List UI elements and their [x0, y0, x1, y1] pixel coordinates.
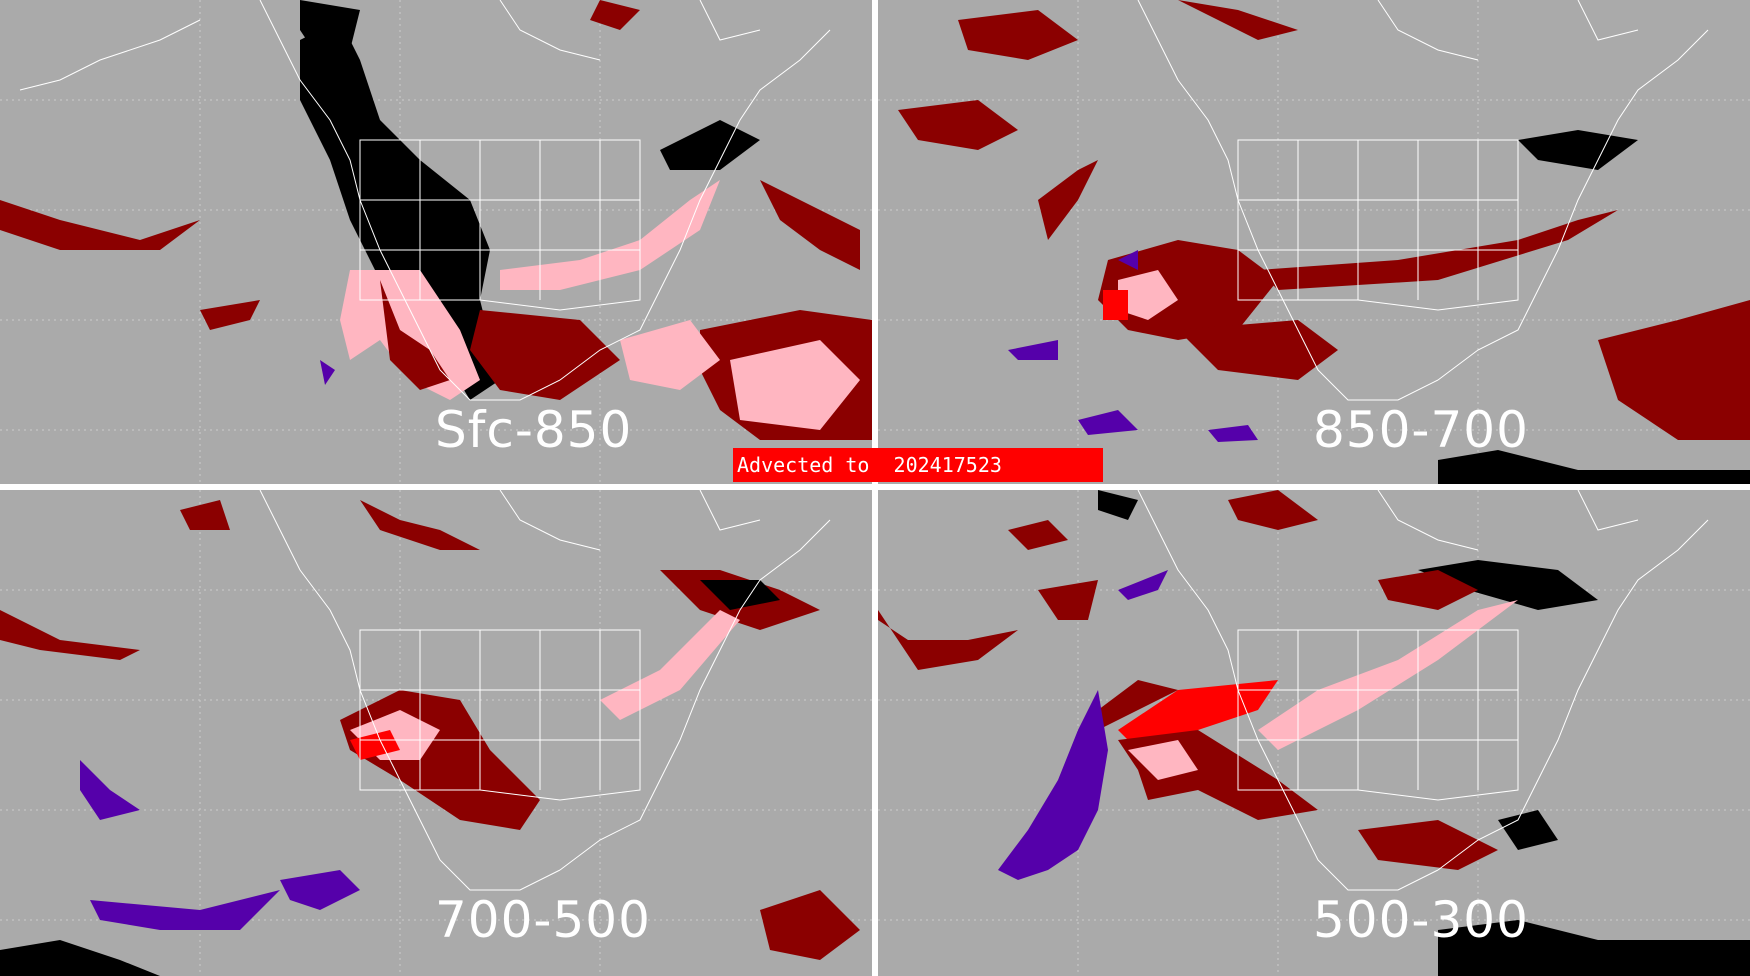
panel-850-700: 850-700 — [878, 0, 1750, 484]
panel-label-sfc-850: Sfc-850 — [435, 401, 633, 459]
map-700-500 — [0, 490, 872, 976]
graticule — [878, 490, 1750, 976]
panel-label-500-300: 500-300 — [1313, 891, 1529, 949]
cloud-clusters — [898, 0, 1750, 484]
panel-700-500: 700-500 — [0, 490, 872, 976]
map-500-300 — [878, 490, 1750, 976]
panel-label-700-500: 700-500 — [435, 891, 651, 949]
coastlines — [1137, 0, 1709, 401]
coastlines — [19, 0, 831, 401]
cloud-clusters — [0, 500, 860, 976]
cloud-clusters — [878, 490, 1750, 976]
graticule — [878, 0, 1750, 484]
panel-500-300: 500-300 — [878, 490, 1750, 976]
coastlines — [1137, 490, 1709, 891]
coastlines — [259, 490, 831, 891]
panel-label-850-700: 850-700 — [1313, 401, 1529, 459]
panel-sfc-850: Sfc-850 — [0, 0, 872, 484]
graticule — [0, 0, 872, 484]
advected-banner: Advected to 202417523 — [733, 448, 1103, 482]
cloud-clusters — [0, 0, 872, 440]
map-sfc-850 — [0, 0, 872, 484]
map-850-700 — [878, 0, 1750, 484]
